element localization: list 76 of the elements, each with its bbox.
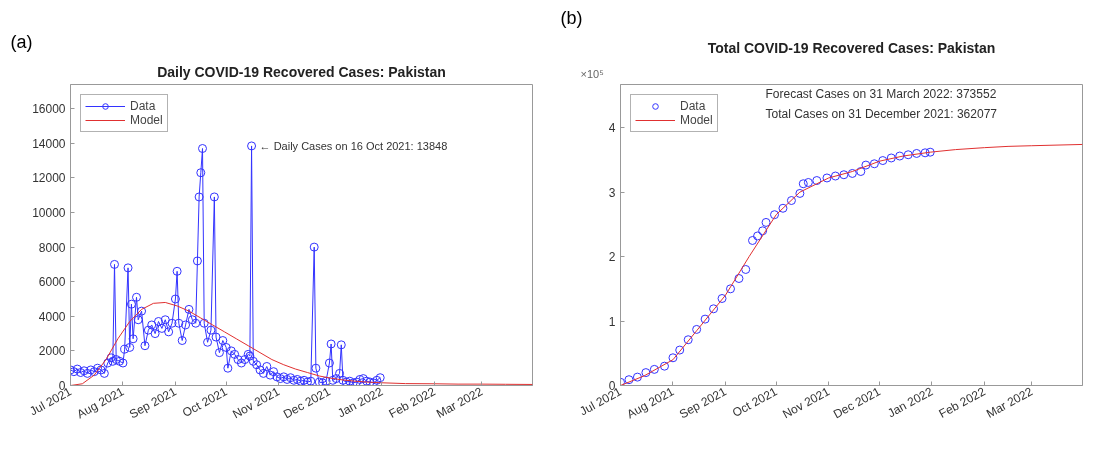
- point: [709, 304, 719, 314]
- y-tick-label: 12000: [32, 171, 66, 186]
- x-tick-label: Dec 2021: [830, 384, 884, 422]
- point: [668, 353, 678, 363]
- legend-label: Model: [130, 113, 163, 127]
- point: [700, 314, 710, 324]
- y-tick-label: 3: [608, 185, 616, 200]
- point: [641, 368, 651, 378]
- point: [632, 372, 642, 382]
- point: [886, 153, 896, 163]
- y-tick-label: 2: [608, 250, 616, 265]
- point: [839, 170, 849, 180]
- point: [726, 284, 735, 294]
- legend-label: Data: [680, 99, 706, 113]
- y-tick-label: 10000: [32, 206, 66, 221]
- legend-label: Model: [680, 113, 713, 127]
- text: (b): [560, 7, 583, 28]
- x-tick-label: Oct 2021: [730, 384, 780, 420]
- point: [920, 148, 930, 158]
- point: [748, 235, 757, 245]
- chart-title: Daily COVID-19 Recovered Cases: Pakistan: [157, 63, 446, 80]
- y-tick-label: 4000: [38, 309, 66, 324]
- point: [830, 171, 840, 181]
- point: [869, 159, 879, 169]
- point: [649, 364, 659, 374]
- text: ×10⁵: [580, 67, 604, 80]
- x-tick-label: Jan 2022: [885, 384, 936, 421]
- y-tick-label: 2000: [38, 344, 66, 359]
- point: [624, 375, 634, 385]
- x-tick-label: Nov 2021: [780, 384, 833, 422]
- point: [925, 147, 935, 157]
- x-tick-label: Sep 2021: [676, 384, 730, 422]
- annotation: Forecast Cases on 31 March 2022: 373552: [765, 86, 997, 101]
- x-tick-label: Oct 2021: [180, 384, 230, 420]
- point: [798, 179, 808, 189]
- point: [692, 324, 702, 334]
- point: [761, 217, 771, 227]
- point: [878, 156, 888, 166]
- x-tick-label: Sep 2021: [126, 384, 180, 422]
- x-tick-label: Aug 2021: [74, 384, 127, 422]
- point: [812, 176, 822, 186]
- y-tick-label: 16000: [32, 102, 66, 117]
- y-tick-label: 14000: [32, 136, 66, 151]
- text: (a): [10, 31, 33, 52]
- annotation: Total Cases on 31 December 2021: 362077: [765, 106, 998, 121]
- point: [861, 160, 871, 170]
- point: [847, 168, 857, 178]
- point: [741, 264, 751, 274]
- point: [758, 226, 768, 236]
- chart-title: Total COVID-19 Recovered Cases: Pakistan: [707, 39, 996, 56]
- annotation: ← Daily Cases on 16 Oct 2021: 13848: [259, 139, 448, 152]
- y-tick-label: 1: [608, 314, 616, 329]
- point: [803, 177, 813, 187]
- point: [675, 345, 685, 355]
- point: [822, 173, 832, 183]
- x-tick-label: Aug 2021: [624, 384, 677, 422]
- point: [753, 231, 763, 241]
- point: [912, 148, 922, 158]
- point: [856, 167, 866, 176]
- x-tick-label: Jan 2022: [335, 384, 386, 421]
- y-tick-label: 4: [608, 121, 616, 136]
- point: [778, 203, 788, 213]
- point: [795, 188, 805, 198]
- point: [734, 274, 744, 283]
- point: [683, 335, 693, 345]
- x-tick-label: Dec 2021: [280, 384, 334, 422]
- point: [717, 294, 727, 303]
- y-tick-label: 8000: [38, 240, 66, 255]
- point: [903, 150, 913, 160]
- point: [786, 196, 796, 206]
- y-tick-label: 6000: [38, 275, 66, 290]
- x-tick-label: Nov 2021: [230, 384, 283, 422]
- point: [770, 210, 779, 220]
- point: [660, 361, 669, 371]
- legend-label: Data: [130, 99, 156, 113]
- point: [895, 151, 905, 161]
